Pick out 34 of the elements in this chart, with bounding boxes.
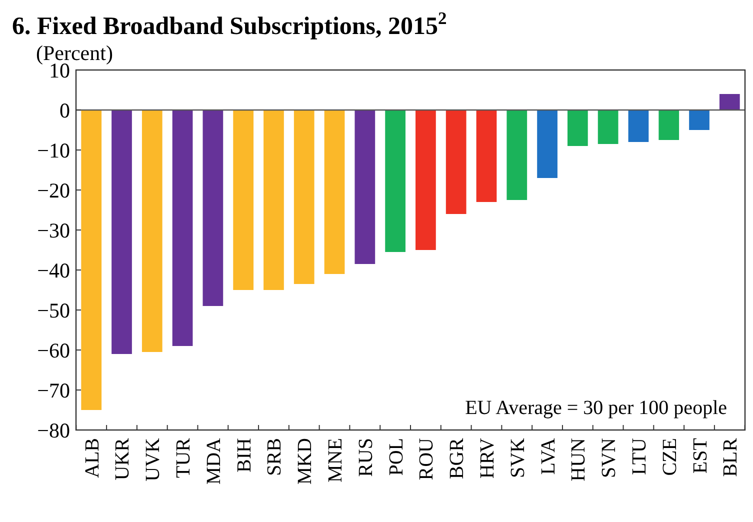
y-tick-label: −10 xyxy=(37,138,70,162)
y-tick-label: 0 xyxy=(60,98,70,122)
y-tick-label: −40 xyxy=(37,258,70,282)
x-tick-label: SVK xyxy=(506,437,529,478)
x-tick-label: LVA xyxy=(537,437,560,475)
x-tick-label: ROU xyxy=(416,437,438,480)
annotation: EU Average = 30 per 100 people xyxy=(465,397,728,419)
x-tick-label: POL xyxy=(385,438,408,476)
x-tick-label: SRB xyxy=(264,438,286,476)
x-tick-label: HUN xyxy=(568,438,590,482)
x-tick-label: ALB xyxy=(81,438,104,478)
x-tick-label: UKR xyxy=(112,437,134,480)
x-tick-label: CZE xyxy=(658,438,681,476)
x-tick-label: SVN xyxy=(598,438,620,478)
y-tick-label: −30 xyxy=(37,218,70,242)
y-tick-label: −80 xyxy=(37,418,70,442)
x-tick-label: LTU xyxy=(628,437,650,476)
x-tick-label: EST xyxy=(689,438,712,474)
x-tick-label: MNE xyxy=(324,438,347,482)
x-tick-label: MKD xyxy=(294,438,316,485)
x-tick-label: TUR xyxy=(172,437,195,478)
x-tick-label: MDA xyxy=(202,437,225,485)
x-tick-label: BGR xyxy=(446,437,468,480)
x-tick-label: UVK xyxy=(142,437,164,482)
x-tick-label: BIH xyxy=(233,438,256,472)
x-tick-label: RUS xyxy=(354,438,377,477)
y-tick-label: −50 xyxy=(37,298,70,322)
x-tick-label: HRV xyxy=(476,437,498,479)
y-tick-label: −20 xyxy=(37,178,70,202)
chart-subtitle: (Percent) xyxy=(36,41,113,65)
chart-title: 6. Fixed Broadband Subscriptions, 2015$^{2}$ xyxy=(12,8,447,40)
x-tick-label: BLR xyxy=(720,437,742,477)
y-tick-label: −70 xyxy=(37,378,70,402)
y-tick-label: −60 xyxy=(37,338,70,362)
